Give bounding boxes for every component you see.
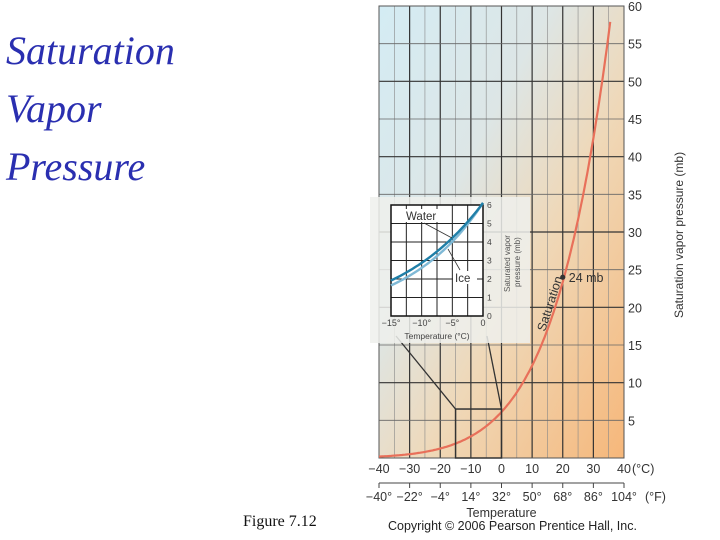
- figure-label: Figure 7.12: [243, 513, 317, 530]
- inset-x-tick-label: −15°: [382, 318, 401, 328]
- y-tick-label: 40: [628, 151, 642, 165]
- x-tick-label-celsius: −30: [399, 462, 420, 476]
- title-line-3: Pressure: [6, 144, 146, 189]
- inset-y-tick-label: 1: [487, 293, 492, 303]
- inset-chart: Water Ice 0 1 2 3 4 5 6 −15° −10° −5° 0 Temperature (…: [370, 197, 530, 343]
- x-tick-label-celsius: −10: [460, 462, 481, 476]
- y-tick-label: 50: [628, 75, 642, 89]
- water-label: Water: [406, 211, 436, 223]
- inset-y-tick-label: 3: [487, 256, 492, 266]
- x-axis-label: Temperature: [466, 506, 536, 520]
- inset-x-axis-label: Temperature (°C): [404, 331, 469, 341]
- slide-title: Saturation Vapor Pressure: [6, 22, 175, 196]
- connector-line: [395, 335, 457, 410]
- x-tick-label-celsius: 10: [525, 462, 539, 476]
- x-tick-label-fahrenheit: 32°: [492, 490, 511, 504]
- inset-y-axis-label-2: pressure (mb): [513, 237, 522, 287]
- y-tick-label: 45: [628, 113, 642, 127]
- x-unit-celsius: (°C): [632, 462, 654, 476]
- inset-y-axis-label: Saturated vapor: [503, 235, 512, 292]
- inset-y-tick-label: 4: [487, 237, 492, 247]
- x-tick-label-fahrenheit: 86°: [584, 490, 603, 504]
- y-tick-label: 10: [628, 377, 642, 391]
- y-tick-label: 20: [628, 301, 642, 315]
- y-tick-label: 15: [628, 339, 642, 353]
- y-tick-label: 55: [628, 38, 642, 52]
- y-tick-label: 35: [628, 188, 642, 202]
- x-tick-label-celsius: 40: [617, 462, 631, 476]
- inset-y-tick-label: 5: [487, 219, 492, 229]
- inset-y-tick-label: 0: [487, 311, 492, 321]
- x-tick-label-celsius: −20: [430, 462, 451, 476]
- y-tick-label: 60: [628, 0, 642, 14]
- x-tick-label-celsius: −40: [368, 462, 389, 476]
- ice-label: Ice: [455, 273, 470, 285]
- x-tick-label-fahrenheit: 14°: [461, 490, 480, 504]
- water-curve: [390, 202, 484, 282]
- saturation-curve: [378, 21, 612, 458]
- inset-y-tick-label: 2: [487, 274, 492, 284]
- data-point-24mb: [560, 274, 566, 280]
- y-tick-label: 30: [628, 226, 642, 240]
- y-tick-label: 5: [628, 414, 635, 428]
- x-tick-label-fahrenheit: −4°: [431, 490, 450, 504]
- x-tick-label-celsius: 20: [556, 462, 570, 476]
- inset-y-tick-label: 6: [487, 200, 492, 210]
- inset-x-tick-label: −5°: [445, 318, 459, 328]
- x-tick-label-fahrenheit: 104°: [611, 490, 637, 504]
- y-axis-label: Saturation vapor pressure (mb): [672, 152, 686, 318]
- title-line-1: Saturation: [6, 28, 175, 73]
- x-tick-label-fahrenheit: 50°: [523, 490, 542, 504]
- x-tick-label-fahrenheit: 68°: [553, 490, 572, 504]
- x-tick-label-fahrenheit: −40°: [366, 490, 392, 504]
- x-unit-fahrenheit: (°F): [645, 490, 666, 504]
- inset-x-tick-label: −10°: [412, 318, 431, 328]
- y-tick-label: 25: [628, 264, 642, 278]
- title-line-2: Vapor: [6, 86, 102, 131]
- connector-line: [486, 335, 503, 410]
- inset-x-tick-label: 0: [480, 318, 485, 328]
- annotation-24mb: 24 mb: [569, 271, 604, 285]
- x-tick-label-celsius: 30: [586, 462, 600, 476]
- x-tick-label-fahrenheit: −22°: [397, 490, 423, 504]
- x-tick-label-celsius: 0: [498, 462, 505, 476]
- zoom-highlight-box: [454, 408, 503, 459]
- copyright-text: Copyright © 2006 Pearson Prentice Hall, …: [388, 519, 637, 533]
- ice-curve: [390, 202, 484, 287]
